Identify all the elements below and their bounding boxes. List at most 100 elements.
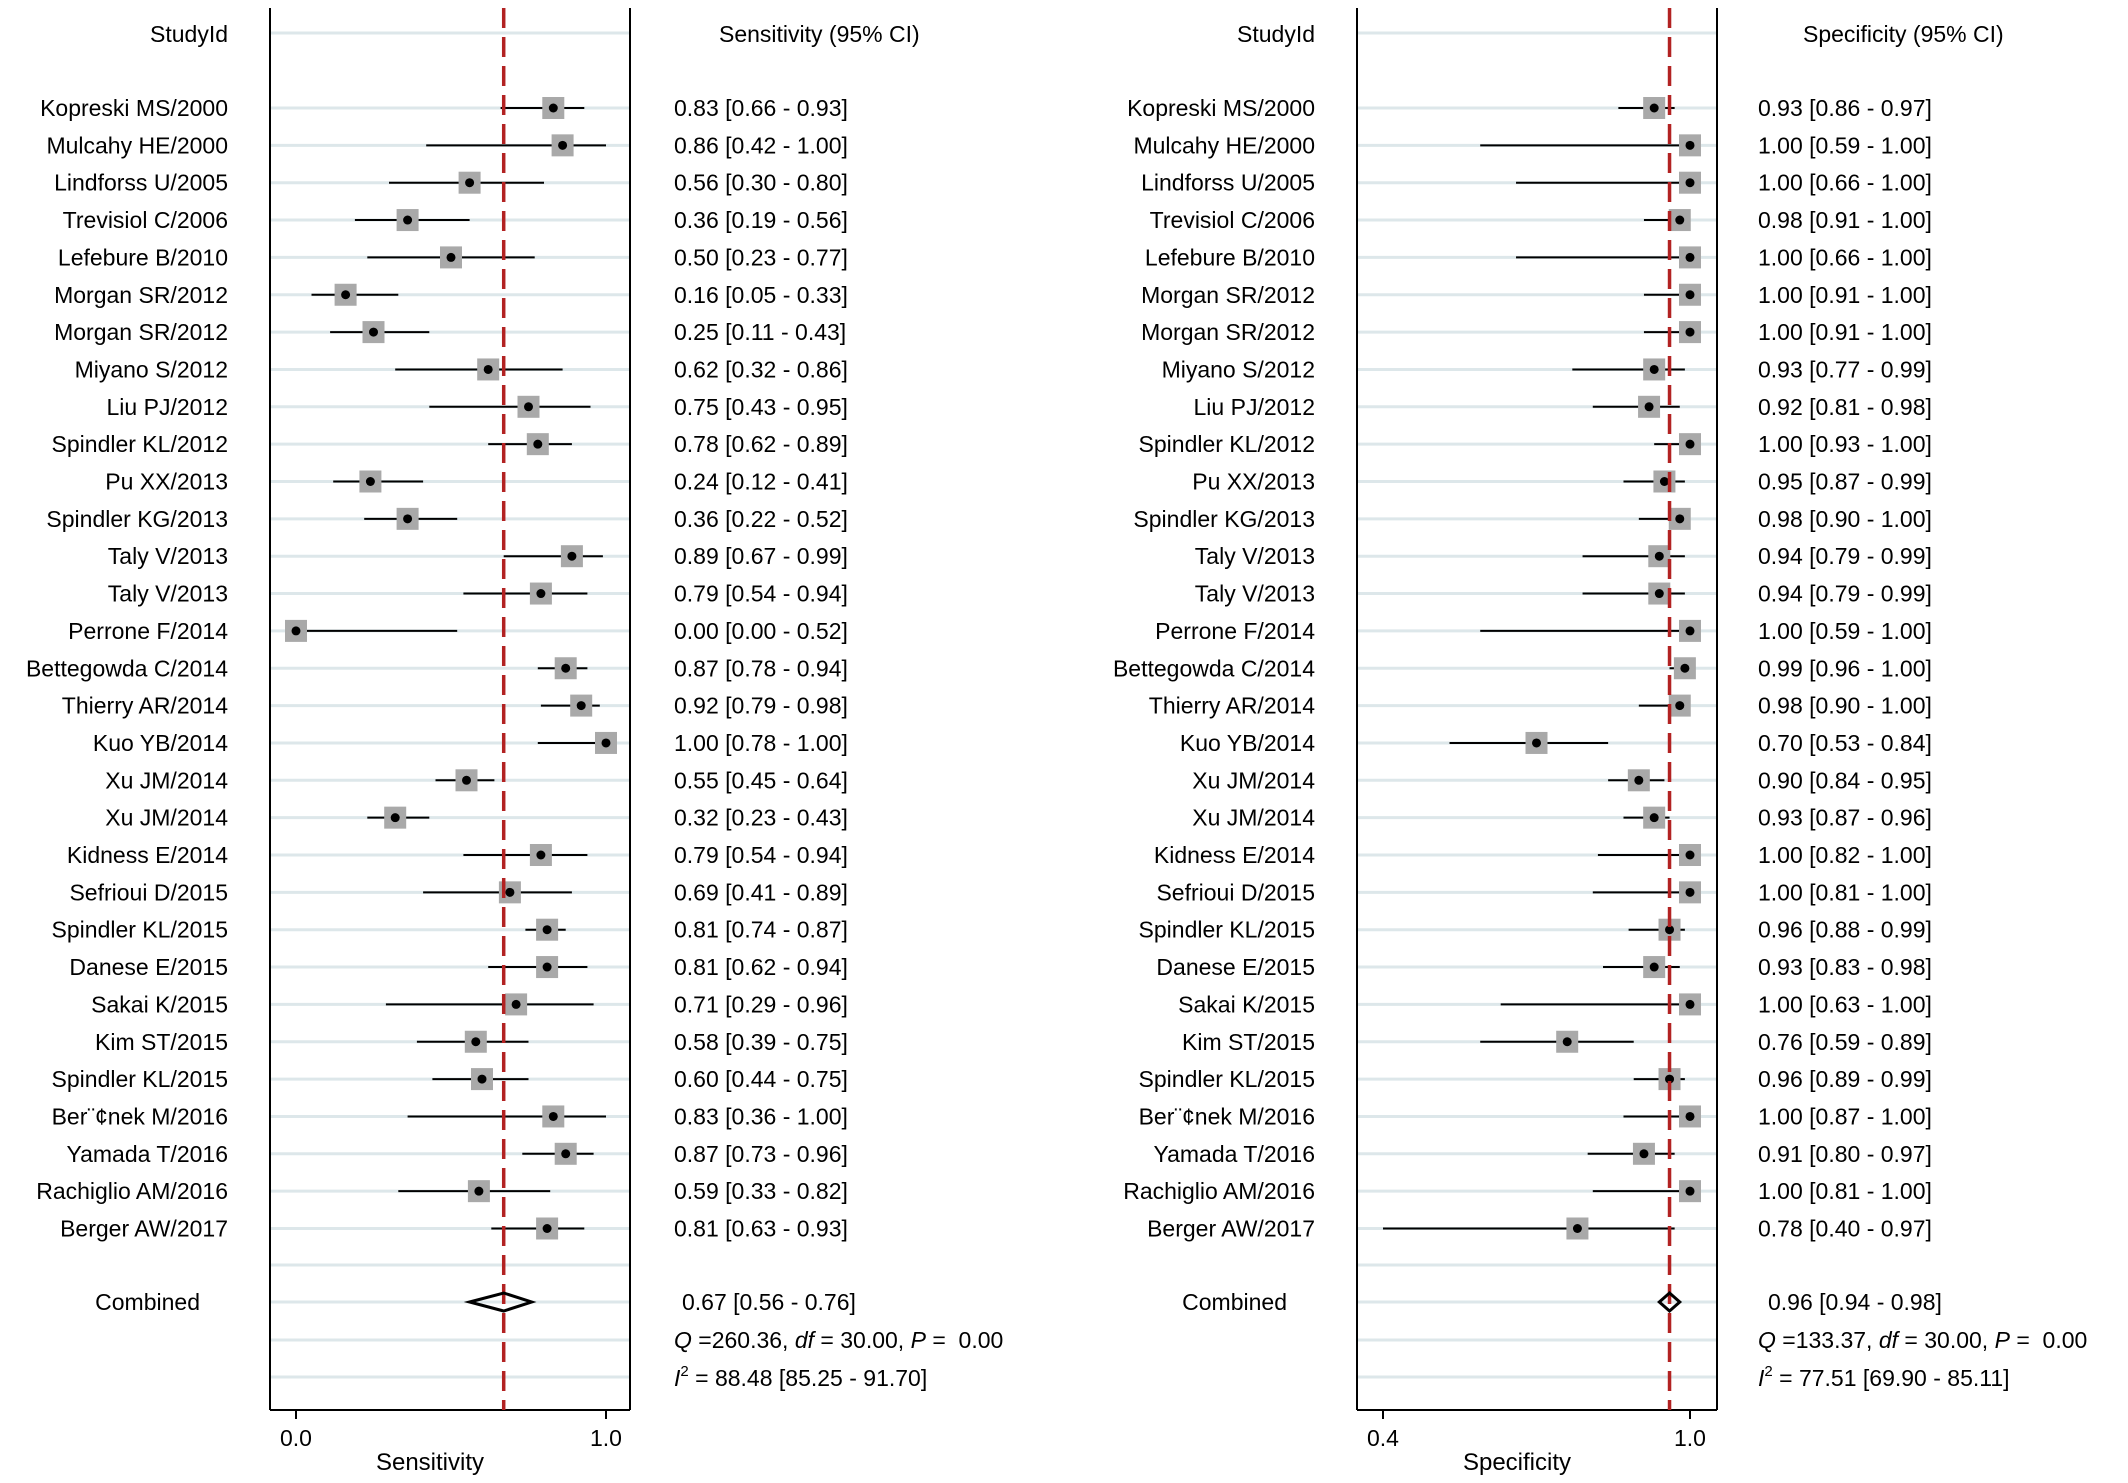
combined-diamond [463,1291,537,1313]
study-name: Kim ST/2015 [95,1029,228,1055]
study-ci-label: 1.00 [0.87 - 1.00] [1758,1103,1932,1129]
study-name: Trevisiol C/2006 [1150,207,1315,233]
study-ci-label: 1.00 [0.93 - 1.00] [1758,431,1932,457]
study-name: Pu XX/2013 [1192,469,1315,495]
study-ci-label: 0.75 [0.43 - 0.95] [674,394,848,420]
study-ci-label: 0.92 [0.81 - 0.98] [1758,394,1932,420]
point-estimate [1649,962,1659,972]
study-name: Liu PJ/2012 [107,394,228,420]
study-ci-label: 0.90 [0.84 - 0.95] [1758,767,1932,793]
study-ci-label: 0.62 [0.32 - 0.86] [674,356,848,382]
point-estimate [1685,327,1695,337]
study-ci-label: 1.00 [0.81 - 1.00] [1758,879,1932,905]
study-name: Bettegowda C/2014 [1113,655,1315,681]
study-name: Trevisiol C/2006 [63,207,228,233]
study-name: Morgan SR/2012 [1141,319,1315,345]
study-ci-label: 0.32 [0.23 - 0.43] [674,805,848,831]
study-ci-label: 0.94 [0.79 - 0.99] [1758,581,1932,607]
point-estimate [483,364,493,374]
study-ci-label: 0.81 [0.62 - 0.94] [674,954,848,980]
study-name: Morgan SR/2012 [54,319,228,345]
study-ci-label: 0.58 [0.39 - 0.75] [674,1029,848,1055]
study-ci-label: 1.00 [0.59 - 1.00] [1758,618,1932,644]
point-estimate [511,999,521,1009]
point-estimate [561,663,571,673]
point-estimate [403,514,413,524]
i2-superscript: 2 [1764,1363,1772,1380]
study-name: Taly V/2013 [1195,581,1315,607]
x-axis-label: Specificity [1463,1449,1571,1476]
point-estimate [548,103,558,113]
heterogeneity-p-value: = 0.00 [2010,1327,2087,1353]
study-ci-label: 0.81 [0.63 - 0.93] [674,1216,848,1242]
heterogeneity-q-label: Q [1758,1327,1776,1353]
study-name: Yamada T/2016 [66,1141,228,1167]
point-estimate [1532,738,1541,748]
heterogeneity-q-value: =133.37, [1776,1327,1879,1353]
study-ci-label: 0.71 [0.29 - 0.96] [674,991,848,1017]
x-tick-label: 0.0 [280,1425,312,1451]
point-estimate [524,402,533,412]
study-name: Kuo YB/2014 [93,730,228,756]
i2-value: = 77.51 [69.90 - 85.11] [1773,1365,2010,1391]
point-estimate [390,813,400,823]
x-axis-label: Sensitivity [376,1449,484,1476]
point-estimate [369,327,378,337]
study-ci-label: 0.55 [0.45 - 0.64] [674,767,848,793]
study-ci-label: 0.36 [0.22 - 0.52] [674,506,848,532]
point-estimate [1685,290,1695,300]
point-estimate [1685,1111,1695,1121]
point-estimate [533,439,543,449]
study-ci-label: 0.89 [0.67 - 0.99] [674,543,848,569]
study-ci-label: 0.96 [0.88 - 0.99] [1758,917,1932,943]
study-name: Bettegowda C/2014 [26,655,228,681]
study-name: Xu JM/2014 [105,805,228,831]
study-name: Ber¨¢nek M/2016 [52,1103,228,1129]
study-name: Liu PJ/2012 [1194,394,1315,420]
point-estimate [403,215,413,225]
point-estimate [474,1186,484,1196]
study-name: Yamada T/2016 [1153,1141,1315,1167]
study-name: Xu JM/2014 [1192,805,1315,831]
ci-column-header: Sensitivity (95% CI) [719,21,920,47]
study-ci-label: 0.95 [0.87 - 0.99] [1758,469,1932,495]
point-estimate [1665,925,1675,935]
study-ci-label: 1.00 [0.63 - 1.00] [1758,991,1932,1017]
study-name: Morgan SR/2012 [54,282,228,308]
point-estimate [561,1149,571,1159]
point-estimate [558,140,568,150]
study-name: Spindler KL/2015 [1139,917,1315,943]
heterogeneity-df-label: df [1879,1327,1901,1353]
point-estimate [1675,514,1685,524]
study-ci-label: 0.70 [0.53 - 0.84] [1758,730,1932,756]
study-name: Mulcahy HE/2000 [46,132,228,158]
study-ci-label: 0.99 [0.96 - 1.00] [1758,655,1932,681]
heterogeneity-p-label: P [1995,1327,2011,1353]
study-ci-label: 1.00 [0.78 - 1.00] [674,730,848,756]
study-ci-label: 0.76 [0.59 - 0.89] [1758,1029,1932,1055]
study-ci-label: 0.92 [0.79 - 0.98] [674,693,848,719]
point-estimate [1634,775,1644,785]
study-ci-label: 0.87 [0.78 - 0.94] [674,655,848,681]
study-ci-label: 0.59 [0.33 - 0.82] [674,1178,848,1204]
heterogeneity-p-value: = 0.00 [926,1327,1003,1353]
heterogeneity-q-value: =260.36, [692,1327,795,1353]
point-estimate [341,290,351,300]
study-ci-label: 1.00 [0.91 - 1.00] [1758,282,1932,308]
study-name: Spindler KG/2013 [1133,506,1315,532]
study-name: Lefebure B/2010 [58,244,228,270]
study-ci-label: 0.79 [0.54 - 0.94] [674,581,848,607]
point-estimate [1685,626,1695,636]
combined-label: Combined [95,1289,200,1315]
study-ci-label: 0.00 [0.00 - 0.52] [674,618,848,644]
study-ci-label: 0.87 [0.73 - 0.96] [674,1141,848,1167]
point-estimate [471,1037,481,1047]
study-name: Lefebure B/2010 [1145,244,1315,270]
point-estimate [291,626,301,636]
combined-label: Combined [1182,1289,1287,1315]
study-ci-label: 0.50 [0.23 - 0.77] [674,244,848,270]
study-column-header: StudyId [1237,21,1315,47]
point-estimate [1675,215,1685,225]
point-estimate [1644,402,1654,412]
i2-superscript: 2 [680,1363,688,1380]
